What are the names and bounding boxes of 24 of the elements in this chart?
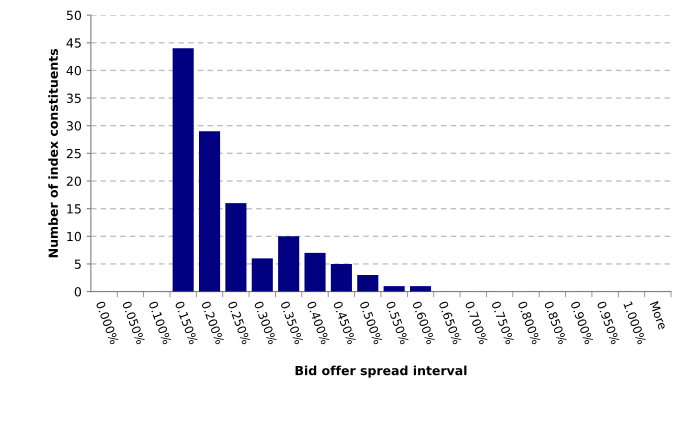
x-axis-title: Bid offer spread interval [296, 366, 466, 378]
y-tick-label: 20 [66, 176, 82, 186]
y-tick-label: 5 [74, 260, 81, 269]
y-tick-label: 40 [66, 66, 82, 76]
x-tick-label: More [650, 301, 668, 330]
y-tick-label: 45 [66, 38, 81, 48]
y-axis-title: Number of index constituents [48, 48, 58, 258]
bar [384, 286, 405, 292]
bar [172, 48, 194, 292]
bar [304, 252, 326, 292]
bar [252, 258, 273, 292]
y-tick-label: 30 [66, 121, 82, 131]
y-tick-label: 15 [67, 204, 81, 214]
bar [330, 264, 352, 292]
y-tick-label: 0 [74, 287, 82, 297]
bar [278, 236, 300, 292]
bar [410, 286, 432, 292]
y-tick-label: 10 [67, 232, 82, 242]
bar [357, 275, 378, 292]
y-tick-label: 50 [66, 10, 82, 20]
y-tick-label: 35 [66, 94, 81, 103]
y-tick-label: 25 [66, 148, 81, 158]
bar [198, 131, 220, 292]
bar [225, 203, 246, 292]
